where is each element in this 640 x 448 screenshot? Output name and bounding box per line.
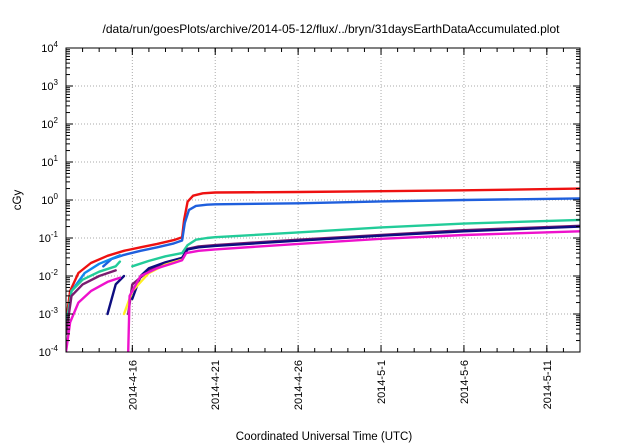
y-tick-label: 10-3 — [39, 306, 59, 321]
y-tick-label: 103 — [41, 78, 58, 93]
y-tick-label: 10-4 — [39, 344, 59, 359]
y-tick-label: 10-1 — [39, 230, 59, 245]
x-tick-label: 2014-5-1 — [376, 360, 388, 404]
series-4-line — [66, 269, 117, 336]
series-group — [66, 187, 580, 352]
series-1-line — [102, 197, 580, 268]
x-tick-label: 2014-4-21 — [210, 360, 222, 410]
y-tick-label: 102 — [41, 116, 58, 131]
x-tick-label: 2014-5-6 — [459, 360, 471, 404]
series-7-line — [66, 276, 122, 352]
ticks — [66, 47, 580, 353]
x-axis-label: Coordinated Universal Time (UTC) — [236, 431, 413, 443]
y-axis-label: cGy — [12, 190, 24, 211]
y-tick-label: 101 — [41, 154, 58, 169]
x-tick-label: 2014-4-26 — [293, 360, 305, 410]
x-tick-label: 2014-4-16 — [127, 360, 139, 410]
series-7-line — [126, 230, 580, 352]
y-tick-labels: 10-4 10-3 10-2 10-1 100 101 102 103 104 — [39, 40, 59, 359]
chart-title: /data/run/goesPlots/archive/2014-05-12/f… — [103, 22, 561, 36]
series-3-line — [131, 218, 580, 268]
y-tick-label: 104 — [41, 40, 58, 55]
series-5-line — [106, 274, 126, 316]
series-0-line — [66, 187, 580, 324]
y-tick-label: 100 — [41, 192, 58, 207]
x-tick-labels: 2014-4-16 2014-4-21 2014-4-26 2014-5-1 2014-… — [127, 360, 554, 410]
y-tick-label: 10-2 — [39, 268, 59, 283]
x-tick-label: 2014-5-11 — [542, 360, 554, 409]
series-5-line — [131, 225, 580, 301]
